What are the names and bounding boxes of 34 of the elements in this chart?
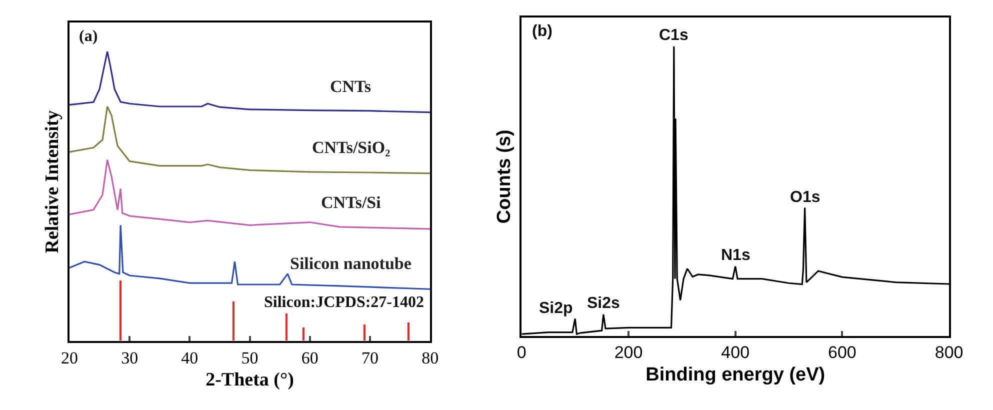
y-axis-title: Counts (s) [494,130,516,224]
annotation: Si2p [539,300,574,317]
x-axis-title: Binding energy (eV) [646,364,826,386]
bar [285,314,288,341]
x-tick-label: 80 [422,348,439,368]
x-tick-label: 50 [241,348,258,368]
x-tick-label: 800 [934,343,964,362]
annotation: O1s [790,189,820,206]
series-label: Silicon nanotube [290,254,412,273]
bar [302,328,304,341]
x-tick-label: 0 [516,343,526,362]
annotation: N1s [721,247,750,264]
bar [407,322,410,341]
x-tick-label: 70 [361,348,378,368]
y-axis-title: Relative Intensity [42,110,63,254]
x-tick-label: 200 [614,343,643,362]
series-label: CNTs [330,77,372,96]
bar [363,324,366,341]
x-tick-label: 20 [60,348,78,368]
text: (b) [532,23,552,40]
x-tick-label: 400 [721,343,750,362]
x-tick-label: 60 [301,348,318,368]
x-axis-title: 2-Theta (°) [206,370,294,391]
series-label: CNTs/Si [321,193,382,212]
annotation: C1s [659,27,688,44]
x-tick-label: 600 [828,343,856,362]
annotation: Silicon:JCPDS:27-1402 [264,294,424,311]
bar [119,280,122,341]
annotation: Si2s [587,295,620,312]
x-tick-label: 40 [181,348,198,368]
series-label: CNTs/SiO₂ [312,138,390,157]
text: (a) [79,28,98,45]
bar [232,302,234,341]
x-tick-label: 30 [121,348,138,368]
